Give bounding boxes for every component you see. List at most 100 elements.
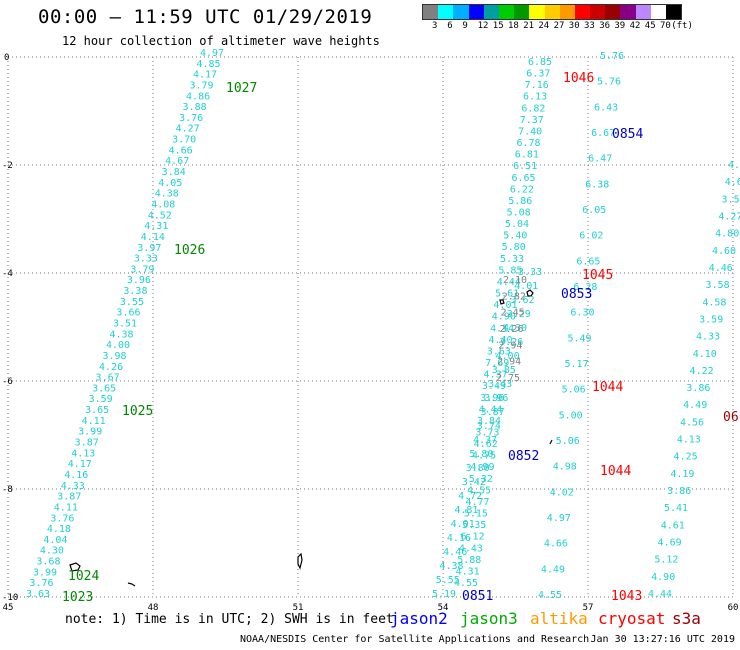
wave-height-value: 4.55 [467,485,491,496]
legend-swatch [423,5,439,19]
wave-height-value: 4.69 [725,177,740,188]
note-text: note: 1) Time is in UTC; 2) SWH is in fe… [65,612,394,627]
wave-height-value: 4.44 [479,404,503,415]
wave-height-value: 4.11 [54,502,78,513]
wave-height-value: 6.22 [510,184,534,195]
footer-credit: NOAA/NESDIS Center for Satellite Applica… [240,634,590,645]
wave-height-value: 4.66 [544,539,568,550]
color-legend: 3 6 9 12 15 18 21 24 27 30 33 36 39 42 45 70 (ft) [422,4,693,31]
pass-time-labels: 1027 1026 1025 1024 1023 1046 0854 1045 0853 1044… [62,71,739,605]
wave-height-value: 3.84 [477,416,501,427]
wave-height-value: 4.80 [715,229,739,240]
x-tick-label: 60 [728,603,739,613]
wave-height-value: 2.10 [503,275,527,286]
pass-time-label: 1026 [174,243,205,258]
altimeter-tracks: 4.974.854.173.794.863.883.764.273.704.66… [26,48,740,601]
wave-height-value: 3.70 [172,135,196,146]
legend-swatch [529,5,545,19]
wave-height-value: 5.06 [556,436,580,447]
island-shape [499,299,505,305]
wave-height-value: 4.55 [454,578,478,589]
wave-height-value: 4.00 [496,351,520,362]
legend-label: 21 [523,21,535,31]
wave-height-value: 3.76 [50,513,74,524]
wave-height-value: 3.55 [120,297,144,308]
wave-height-value: 3.33 [134,254,158,265]
satellite-name-jason2: jason2 [390,609,448,628]
wave-height-value: 4.61 [661,520,685,531]
wave-height-value: 2.82 [502,291,526,302]
wave-height-value: 5.19 [432,589,456,600]
satellite-name-cryosat: cryosat [598,609,666,628]
wave-height-value: 5.32 [469,474,493,485]
wave-height-value: 3.87 [481,407,505,418]
wave-height-value: 2.75 [496,373,520,384]
wave-height-value: 4.55 [538,590,562,601]
wave-height-value: 3.62 [510,295,534,306]
wave-height-value: 3.49 [482,381,506,392]
wave-height-value: 6.38 [585,179,609,190]
legend-label: 15 [492,21,504,31]
legend-label: 70 [660,21,671,31]
wave-height-value: 4.43 [459,543,483,554]
pass-time-label: 1027 [226,81,257,96]
island-shape [69,562,81,572]
wave-height-value: 4.08 [151,199,175,210]
wave-height-value: 3.51 [113,319,137,330]
wave-height-value: 7.37 [520,115,544,126]
wave-height-value: 4.44 [648,589,672,600]
wave-height-value: 4.69 [658,538,682,549]
legend-label: 33 [584,21,595,31]
wave-height-value: 4.37 [484,370,508,381]
wave-height-value: 6.67 [591,128,615,139]
wave-height-value: 4.56 [680,417,704,428]
wave-height-value: 3.38 [123,286,147,297]
wave-height-value: 5.55 [436,575,460,586]
x-tick-label: 54 [438,603,449,613]
wave-height-value: 6.28 [573,282,597,293]
wave-height-value: 4.75 [472,451,496,462]
wave-height-value: 6.85 [528,57,552,68]
footer: NOAA/NESDIS Center for Satellite Applica… [240,634,735,645]
wave-height-value: 4.81 [454,505,478,516]
wave-height-value: 5.15 [464,509,488,520]
wave-height-value: 5.33 [500,254,524,265]
island-shape [549,439,553,445]
wave-height-value: 3.86 [667,486,691,497]
legend-label: 45 [644,21,656,31]
legend-swatches [422,4,683,20]
wave-height-value: 5.40 [503,231,527,242]
wave-height-value: 4.44 [497,277,521,288]
pass-time-label: 1043 [611,589,642,604]
wave-height-value: 3.84 [162,167,186,178]
wave-height-value: 4.17 [68,459,92,470]
wave-height-value: 5.80 [502,242,526,253]
footer-timestamp: Jan 30 13:27:16 UTC 2019 [590,634,736,645]
wave-height-value: 4.05 [158,178,182,189]
wave-height-value: 6.05 [582,205,606,216]
wave-height-value: 4.27 [718,211,740,222]
wave-height-value: 2.94 [497,357,521,368]
legend-swatch [438,5,454,19]
wave-height-value: 4.52 [148,210,172,221]
y-tick-label: -10 [2,593,18,603]
wave-height-value: 4.01 [493,300,517,311]
wave-height-value: 4.46 [443,547,467,558]
wave-height-value: 4.17 [193,70,217,81]
legend-swatch [453,5,469,19]
wave-height-value: 4.33 [696,332,720,343]
wave-height-value: 6.65 [576,256,600,267]
x-tick-label: 48 [148,603,159,613]
wave-height-value: 3.97 [137,243,161,254]
wave-height-value: 3.43 [488,379,512,390]
wave-height-value: 4.30 [503,323,527,334]
wave-height-value: 3.67 [96,373,120,384]
wave-height-value: 3.26 [499,337,523,348]
legend-label: 12 [477,21,489,31]
wave-height-value: 7.40 [518,126,542,137]
wave-height-value: 2.45 [501,308,525,319]
legend-label: 3 [432,21,438,31]
wave-height-value: 4.19 [670,469,694,480]
wave-height-value: 3.63 [487,346,511,357]
